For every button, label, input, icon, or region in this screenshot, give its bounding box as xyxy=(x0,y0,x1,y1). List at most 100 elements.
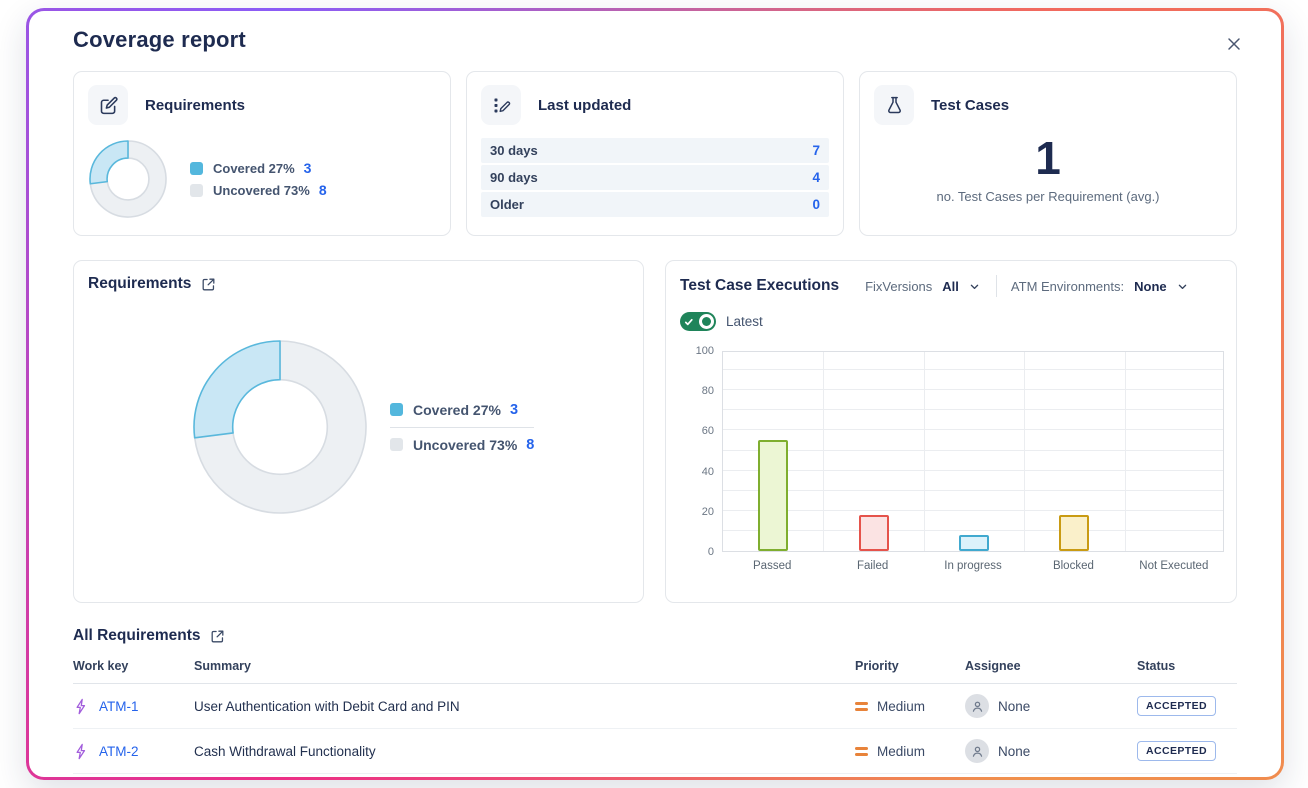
all-requirements-title: All Requirements xyxy=(73,627,201,644)
close-icon xyxy=(1228,38,1240,50)
covered-count: 3 xyxy=(303,160,312,176)
executions-panel: Test Case Executions FixVersions All ATM… xyxy=(665,260,1237,603)
col-summary: Summary xyxy=(194,659,251,673)
assignee-label: None xyxy=(998,698,1031,714)
row-value: 0 xyxy=(812,197,820,212)
row-value: 7 xyxy=(812,143,820,158)
status-badge: ACCEPTED xyxy=(1137,741,1216,761)
priority-label: Medium xyxy=(877,698,926,714)
requirements-legend-large: Covered 27% 3 Uncovered 73% 8 xyxy=(390,393,535,462)
last-updated-rows: 30 days 7 90 days 4 Older 0 xyxy=(481,138,829,217)
col-work-key: Work key xyxy=(73,659,129,673)
all-requirements-section: All Requirements Work key Summary Priori… xyxy=(73,627,1237,774)
work-key-link[interactable]: ATM-1 xyxy=(99,698,139,714)
close-button[interactable] xyxy=(1221,31,1247,57)
legend-item-uncovered: Uncovered 73% 8 xyxy=(190,182,327,198)
last-updated-row-90: 90 days 4 xyxy=(481,165,829,190)
x-axis-label: Failed xyxy=(856,560,889,572)
row-label: Older xyxy=(490,197,524,212)
test-cases-card: Test Cases 1 no. Test Cases per Requirem… xyxy=(859,71,1237,236)
toggle-knob xyxy=(699,314,714,329)
bar-passed xyxy=(758,440,789,551)
legend-item-uncovered: Uncovered 73% 8 xyxy=(390,428,534,462)
covered-count: 3 xyxy=(509,401,519,418)
summary-cell: User Authentication with Debit Card and … xyxy=(194,698,460,714)
latest-toggle[interactable] xyxy=(680,312,716,331)
coverage-report-dialog: Coverage report Requirements xyxy=(26,8,1284,780)
page-title: Coverage report xyxy=(73,27,246,52)
chart-plot-area xyxy=(722,351,1224,552)
row-label: 90 days xyxy=(490,170,538,185)
legend-item-covered: Covered 27% 3 xyxy=(190,160,327,176)
col-assignee: Assignee xyxy=(965,659,1021,673)
environments-value: None xyxy=(1134,278,1167,294)
fixversions-dropdown[interactable]: FixVersions All xyxy=(865,279,982,294)
requirement-type-icon xyxy=(76,743,86,759)
requirements-card: Requirements Covered 27% 3 Uncovered 73% xyxy=(73,71,451,236)
external-link-icon[interactable] xyxy=(200,276,217,293)
external-link-icon[interactable] xyxy=(209,628,226,645)
x-axis-label: Passed xyxy=(753,560,792,572)
card-title-last-updated: Last updated xyxy=(538,96,632,114)
executions-panel-title: Test Case Executions xyxy=(680,277,840,294)
latest-toggle-label: Latest xyxy=(726,314,763,329)
test-cases-caption: no. Test Cases per Requirement (avg.) xyxy=(936,189,1160,204)
assignee-label: None xyxy=(998,743,1031,759)
chart-x-axis-labels: Passed Failed In progress Blocked Not Execut… xyxy=(722,560,1224,572)
executions-bar-chart: 0 20 40 60 80 100 Passed Failed In progress Bloc… xyxy=(680,345,1224,580)
environments-label: ATM Environments: xyxy=(1010,278,1125,294)
x-axis-label: In progress xyxy=(944,560,1002,572)
bar-blocked xyxy=(1059,514,1090,551)
uncovered-swatch xyxy=(190,183,203,197)
test-cases-value: 1 xyxy=(1035,132,1061,184)
fixversions-value: All xyxy=(942,278,959,294)
row-value: 4 xyxy=(812,170,820,185)
bar-in-progress xyxy=(959,534,989,551)
last-updated-card: Last updated 30 days 7 90 days 4 Older 0 xyxy=(466,71,844,236)
uncovered-count: 8 xyxy=(318,182,327,198)
x-axis-label: Not Executed xyxy=(1139,560,1209,572)
avatar xyxy=(965,739,989,763)
priority-medium-icon xyxy=(855,701,868,711)
avatar xyxy=(965,694,989,718)
summary-cards: Requirements Covered 27% 3 Uncovered 73% xyxy=(73,71,1237,236)
last-updated-row-older: Older 0 xyxy=(481,192,829,217)
person-icon xyxy=(972,746,982,757)
requirements-panel-title: Requirements xyxy=(88,275,192,292)
uncovered-label: Uncovered 73% xyxy=(213,182,310,198)
work-key-link[interactable]: ATM-2 xyxy=(99,743,139,759)
divider xyxy=(995,275,997,297)
edit-box-icon xyxy=(88,85,128,125)
chevron-down-icon xyxy=(967,279,982,294)
last-updated-row-30: 30 days 7 xyxy=(481,138,829,163)
card-title-test-cases: Test Cases xyxy=(931,96,1010,114)
status-badge: ACCEPTED xyxy=(1137,696,1216,716)
uncovered-count: 8 xyxy=(526,436,535,453)
covered-swatch xyxy=(390,403,403,416)
requirements-donut-large xyxy=(193,340,367,514)
row-label: 30 days xyxy=(490,143,538,158)
person-icon xyxy=(972,701,982,712)
requirements-panel: Requirements Covered 27% 3 xyxy=(73,260,644,603)
dialog-body: Coverage report Requirements xyxy=(29,11,1281,777)
legend-item-covered: Covered 27% 3 xyxy=(390,393,535,428)
x-axis-label: Blocked xyxy=(1052,560,1094,572)
fixversions-label: FixVersions xyxy=(865,278,933,294)
covered-swatch xyxy=(190,161,203,175)
card-title-requirements: Requirements xyxy=(145,96,246,114)
summary-cell: Cash Withdrawal Functionality xyxy=(194,743,376,759)
covered-label: Covered 27% xyxy=(213,160,295,176)
uncovered-label: Uncovered 73% xyxy=(413,436,518,453)
chevron-down-icon xyxy=(1175,279,1190,294)
requirements-legend-small: Covered 27% 3 Uncovered 73% 8 xyxy=(190,154,327,204)
table-row: ATM-1 User Authentication with Debit Car… xyxy=(73,684,1237,729)
priority-medium-icon xyxy=(855,746,868,756)
requirement-type-icon xyxy=(76,698,86,714)
table-header: Work key Summary Priority Assignee Statu… xyxy=(73,645,1237,684)
table-row: ATM-2 Cash Withdrawal Functionality Medi… xyxy=(73,729,1237,774)
covered-label: Covered 27% xyxy=(413,401,501,418)
atm-environments-dropdown[interactable]: ATM Environments: None xyxy=(1011,279,1190,294)
col-priority: Priority xyxy=(855,659,899,673)
bar-failed xyxy=(858,514,889,551)
list-edit-icon xyxy=(481,85,521,125)
